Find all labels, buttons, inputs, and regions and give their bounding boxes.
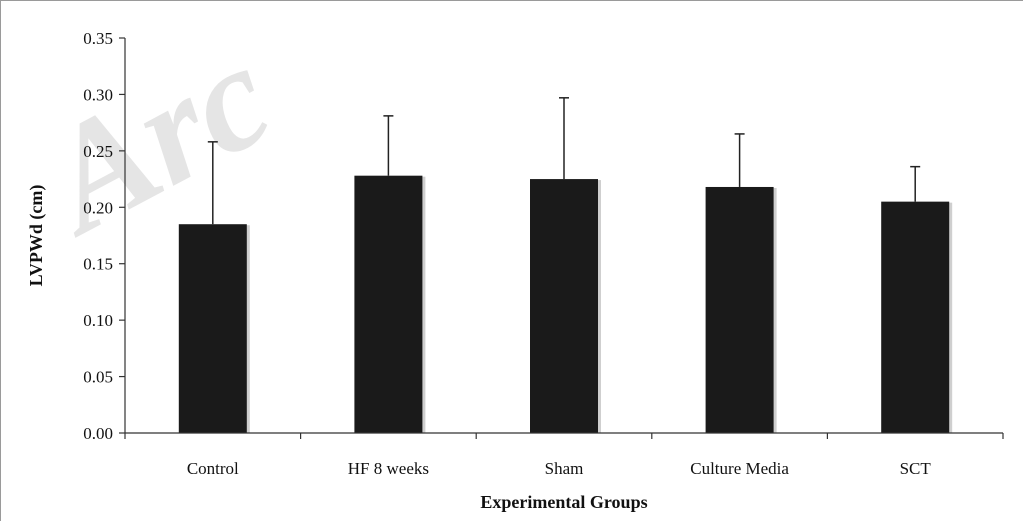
x-tick-label: Control [187, 459, 239, 478]
axes [124, 38, 1003, 434]
bars [178, 175, 953, 433]
y-tick-label: 0.20 [83, 198, 113, 217]
x-tick-label: HF 8 weeks [348, 459, 429, 478]
x-axis-title: Experimental Groups [480, 492, 647, 512]
y-tick-label: 0.00 [83, 424, 113, 443]
y-axis-ticks: 0.00 0.05 0.10 0.15 0.20 0.25 0.30 0.35 [83, 29, 125, 443]
y-tick-label: 0.30 [83, 85, 113, 104]
x-tick-label: Sham [545, 459, 584, 478]
bar [881, 201, 950, 433]
y-tick-label: 0.25 [83, 142, 113, 161]
y-axis-title: LVPWd (cm) [26, 185, 47, 287]
bar [354, 175, 423, 433]
x-tick-label: SCT [900, 459, 932, 478]
y-tick-label: 0.35 [83, 29, 113, 48]
y-tick-label: 0.10 [83, 311, 113, 330]
x-tick-label: Culture Media [690, 459, 789, 478]
watermark-text: Arc [13, 11, 297, 267]
y-tick-label: 0.05 [83, 368, 113, 387]
error-bars [207, 97, 921, 225]
bar [530, 179, 598, 433]
bar [705, 186, 774, 433]
watermark: Arc [13, 11, 297, 267]
x-axis-ticks: Control HF 8 weeks Sham Culture Media SCT [124, 433, 1004, 478]
bar [178, 224, 247, 433]
y-tick-label: 0.15 [83, 255, 113, 274]
